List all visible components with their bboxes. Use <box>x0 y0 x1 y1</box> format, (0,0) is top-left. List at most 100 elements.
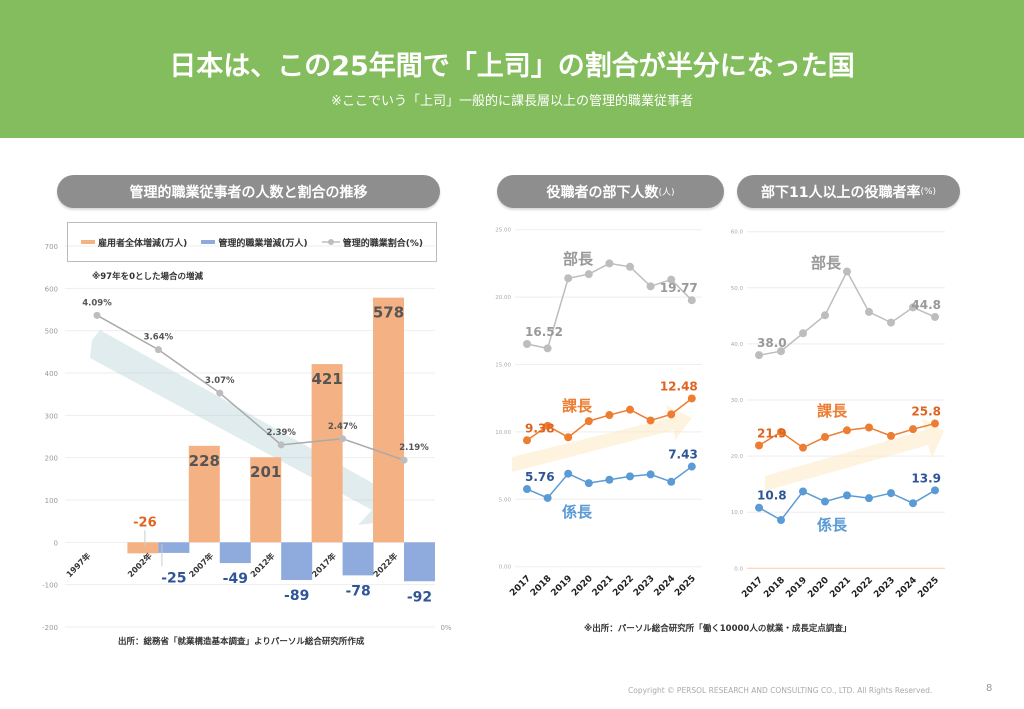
x-tick-label: 2007年 <box>187 551 215 579</box>
last-value-label: 25.8 <box>911 405 941 419</box>
bar-label-managers: -78 <box>345 583 370 599</box>
data-point <box>564 433 573 442</box>
point-label-ratio: 4.09% <box>82 298 112 308</box>
data-point <box>777 347 785 356</box>
bar-label-employees: -26 <box>133 515 157 530</box>
y-tick-label: 10.00 <box>495 430 511 436</box>
series-name-label: 課長 <box>562 397 593 415</box>
y2-tick-label: 0% <box>440 624 451 632</box>
bar-label-employees: 228 <box>189 452 220 470</box>
data-point <box>523 436 531 445</box>
point-label-ratio: 2.47% <box>328 422 358 432</box>
y-tick-label: 0.0 <box>734 566 743 572</box>
trend-arrow-icon <box>765 418 944 491</box>
first-value-label: 5.76 <box>525 470 555 484</box>
first-value-label: 16.52 <box>525 325 563 339</box>
bar-managers <box>281 542 313 581</box>
y-tick-label: 5.00 <box>499 497 512 503</box>
point-ratio <box>400 456 408 464</box>
data-point <box>626 262 634 271</box>
data-point <box>777 516 785 525</box>
point-ratio <box>154 346 162 354</box>
data-point <box>799 443 807 452</box>
x-tick-label: 2024 <box>653 574 678 599</box>
bar-employees <box>250 457 282 543</box>
y-tick-label: 30.0 <box>731 398 744 404</box>
data-point <box>523 485 531 494</box>
first-value-label: 9.38 <box>525 421 555 435</box>
y-tick-label: 15.00 <box>495 363 511 369</box>
bar-label-managers: -92 <box>407 589 432 605</box>
data-point <box>523 340 531 349</box>
data-point <box>843 267 851 276</box>
x-tick-label: 2018 <box>529 574 554 599</box>
legend-swatch-blue <box>201 240 216 244</box>
y-tick-label: 50.0 <box>731 286 744 292</box>
series-name-label: 係長 <box>562 503 593 521</box>
series-name-label: 部長 <box>811 254 842 272</box>
point-ratio <box>277 441 285 449</box>
series-name-label: 係長 <box>817 516 848 534</box>
point-label-ratio: 3.64% <box>144 333 174 343</box>
series-name-label: 課長 <box>817 402 848 420</box>
x-tick-label: 2021 <box>828 575 853 600</box>
point-label-ratio: 2.19% <box>399 443 429 453</box>
right-chart-source: ※出所：パーソル総合研究所「働く10000人の就業・成長定点調査」 <box>584 624 852 634</box>
legend-swatch-orange <box>81 240 96 244</box>
data-point <box>605 475 614 484</box>
last-value-label: 44.8 <box>911 298 941 312</box>
legend-line-marker-icon <box>321 239 340 245</box>
left-chart-note: ※97年を0とした場合の増減 <box>92 272 204 282</box>
data-point <box>887 489 895 498</box>
first-value-label: 10.8 <box>757 489 787 503</box>
right-panel-title-text: 部下11人以上の役職者率 <box>760 184 921 201</box>
data-point <box>646 416 655 425</box>
right-panel-unit: (%) <box>920 186 937 197</box>
left-panel-title-text: 管理的職業従事者の人数と割合の推移 <box>129 184 368 201</box>
data-point <box>931 486 939 495</box>
data-point <box>543 493 552 502</box>
x-tick-label: 1997年 <box>64 551 92 579</box>
series-name-label: 部長 <box>563 250 594 268</box>
page-title: 日本は、この25年間で「上司」の割合が半分になった国 <box>169 51 855 82</box>
data-point <box>799 329 807 338</box>
y-tick-label: 20.00 <box>495 295 511 301</box>
y-tick-label: 300 <box>45 412 58 420</box>
data-point <box>667 275 676 284</box>
x-tick-label: 2018 <box>762 575 787 600</box>
data-point <box>667 410 676 419</box>
x-tick-label: 2017 <box>740 575 765 600</box>
bar-managers <box>219 542 251 564</box>
data-point <box>564 469 573 478</box>
data-point <box>543 421 552 430</box>
point-ratio <box>216 389 224 397</box>
x-tick-label: 2020 <box>570 574 595 599</box>
x-tick-label: 2020 <box>806 575 831 600</box>
x-tick-label: 2019 <box>784 575 809 600</box>
y-tick-label: 20.0 <box>731 454 744 460</box>
data-point <box>887 318 895 327</box>
bar-employees <box>127 542 159 554</box>
x-tick-label: 2023 <box>632 574 657 599</box>
right-panel-title: 部下11人以上の役職者率 (%) <box>737 175 960 208</box>
header-banner: 日本は、この25年間で「上司」の割合が半分になった国 ※ここでいう「上司」一般的… <box>0 0 1024 138</box>
x-tick-label: 2022年 <box>371 551 399 579</box>
x-tick-label: 2022 <box>850 575 875 600</box>
x-tick-label: 2017年 <box>310 551 338 579</box>
data-point <box>543 344 552 353</box>
data-point <box>887 431 895 440</box>
data-point <box>584 417 593 426</box>
data-point <box>909 425 917 434</box>
data-point <box>687 462 696 471</box>
data-point <box>755 351 763 360</box>
data-point <box>687 394 696 403</box>
x-tick-label: 2002年 <box>125 551 153 579</box>
left-panel-title: 管理的職業従事者の人数と割合の推移 <box>57 175 440 208</box>
y-tick-label: 100 <box>45 497 58 505</box>
y-tick-label: 500 <box>45 328 58 336</box>
y-tick-label: -100 <box>42 582 58 590</box>
copyright: Copyright © PERSOL RESEARCH AND CONSULTI… <box>628 686 933 695</box>
data-point <box>909 303 917 312</box>
x-tick-label: 2025 <box>673 574 698 599</box>
legend-item-managers: 管理的職業増減(万人) <box>201 236 308 249</box>
